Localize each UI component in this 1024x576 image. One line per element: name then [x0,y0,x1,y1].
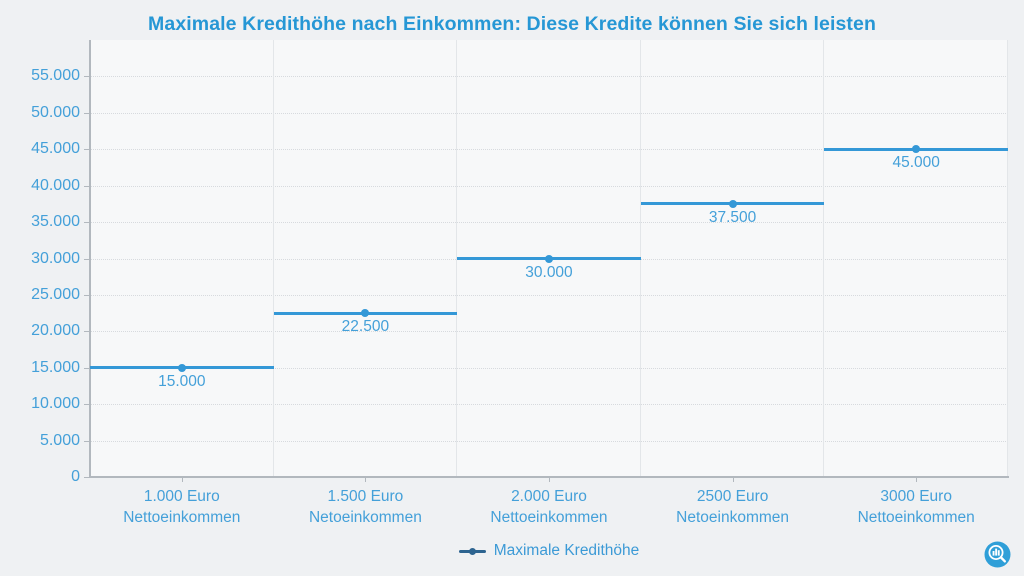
data-label: 45.000 [892,154,940,172]
y-axis-label: 55.000 [31,67,80,85]
y-tick-mark [84,76,89,78]
y-tick-mark [84,367,89,369]
legend: Maximale Kredithöhe [90,540,1008,562]
y-axis-label: 50.000 [31,103,80,121]
y-gridline [90,149,1008,151]
x-axis-label: 2.000 Euro Nettoeinkommen [490,488,608,526]
data-label: 30.000 [525,263,573,281]
y-axis-label: 15.000 [31,358,80,376]
y-gridline [90,112,1008,114]
y-tick-mark [84,404,89,406]
bar-chart-magnifier-logo-icon [984,541,1011,568]
y-axis-label: 10.000 [31,395,80,413]
y-gridline [90,76,1008,78]
x-gridline [456,40,458,477]
y-axis-label: 0 [71,468,80,485]
plot-area: 0 5.000 10.000 15.000 20.000 25.000 30.000 35.0… [31,40,1009,526]
y-axis-label: 40.000 [31,176,80,194]
y-tick-mark [84,477,89,478]
x-axis-label: 3000 Euro Nettoeinkommen [857,488,975,526]
legend-marker-icon [458,547,486,555]
y-axis-label: 35.000 [31,213,80,231]
y-tick-mark [84,112,89,114]
x-tick-mark [732,478,734,482]
x-tick-mark [365,478,367,482]
data-point-marker [177,363,186,372]
x-axis-label: 2500 Euro Netoeinkommen [676,488,790,526]
y-gridline [90,404,1008,406]
data-point-marker [912,145,921,154]
y-gridline [90,185,1008,187]
y-axis-label: 5.000 [39,431,80,449]
y-tick-mark [84,149,89,151]
legend-label: Maximale Kredithöhe [493,542,640,559]
data-label: 22.500 [341,318,390,336]
data-label: 15.000 [158,372,206,390]
y-gridline [90,331,1008,333]
y-gridline [90,367,1008,369]
data-point-marker [545,254,553,263]
x-tick-mark [916,478,918,482]
y-axis-label: 45.000 [31,140,80,158]
data-label: 37.500 [708,208,757,226]
y-tick-mark [84,222,89,224]
y-gridline [90,222,1008,224]
data-point-marker [361,309,370,318]
y-tick-mark [84,185,89,187]
y-tick-mark [84,440,89,442]
y-tick-mark [84,294,89,296]
x-gridline [1007,40,1008,477]
x-tick-mark [181,478,183,482]
data-point-marker [728,199,737,208]
y-gridline [90,294,1008,296]
x-gridline [272,40,274,477]
y-tick-mark [84,331,89,333]
x-tick-mark [549,478,550,482]
x-gridline [823,40,825,477]
y-tick-mark [84,258,89,260]
x-axis-line [89,476,1009,478]
x-axis-label: 1.000 Euro Nettoeinkommen [123,488,241,526]
x-axis-label: 1.500 Euro Netoeinkommen [308,488,422,526]
legend-marker-dot-icon [468,547,476,555]
y-axis-line [89,40,91,478]
y-axis-label: 20.000 [31,322,80,340]
chart-title: Maximale Kredithöhe nach Einkommen: Dies… [148,13,876,35]
y-axis-label: 30.000 [31,249,80,267]
y-gridline [90,440,1008,442]
y-axis-label: 25.000 [31,285,80,303]
